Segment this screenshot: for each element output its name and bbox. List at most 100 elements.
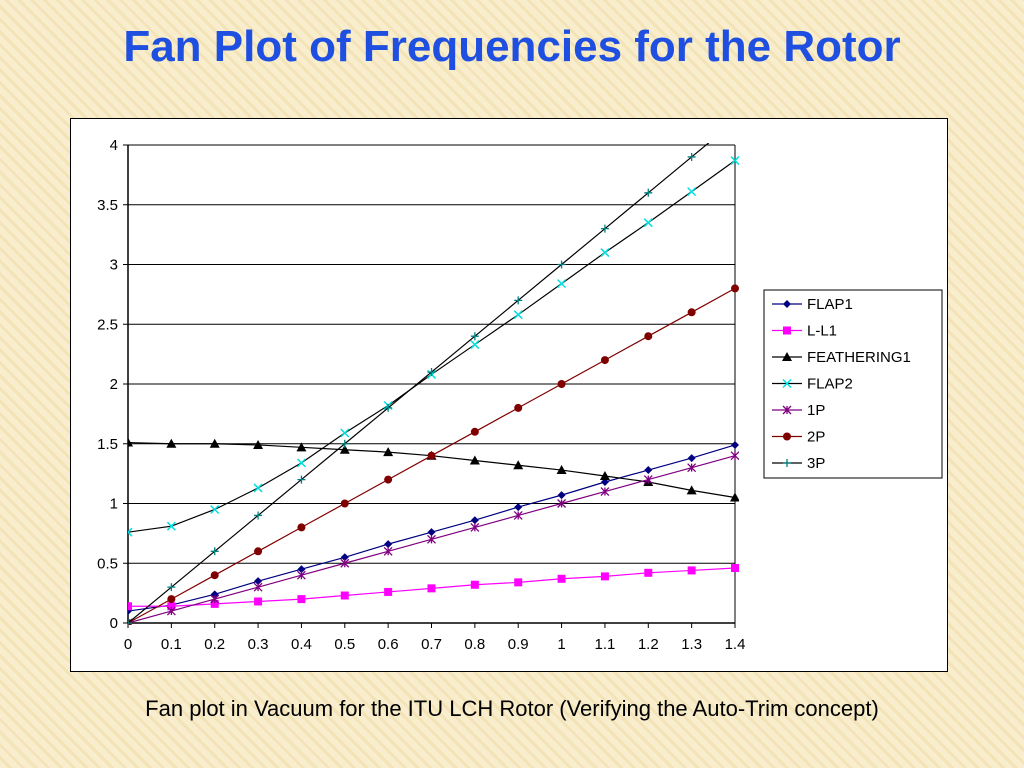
data-point xyxy=(384,587,393,596)
data-point xyxy=(209,438,220,448)
data-point xyxy=(296,442,307,452)
data-point xyxy=(557,380,566,388)
legend-marker xyxy=(783,459,791,467)
data-point xyxy=(730,451,739,461)
data-point xyxy=(730,156,739,166)
data-point xyxy=(687,308,696,317)
y-tick-label: 2.5 xyxy=(97,316,118,333)
data-point xyxy=(600,356,609,365)
x-tick-label: 1.3 xyxy=(681,636,702,653)
data-point xyxy=(166,521,176,531)
data-point xyxy=(253,483,263,493)
legend-item: FLAP1 xyxy=(772,296,853,313)
x-tick-label: 0.6 xyxy=(378,636,399,653)
data-point xyxy=(128,527,133,537)
data-point xyxy=(253,439,264,449)
x-tick-label: 1.4 xyxy=(725,636,746,653)
legend-label: L-L1 xyxy=(807,323,837,340)
legend-marker xyxy=(783,432,791,441)
data-point xyxy=(167,595,176,604)
legend-label: 2P xyxy=(807,429,825,446)
data-point xyxy=(514,403,523,412)
data-point xyxy=(469,455,480,465)
x-tick-label: 0.1 xyxy=(161,636,182,653)
data-point xyxy=(687,566,696,575)
data-point xyxy=(687,454,696,463)
y-tick-label: 1 xyxy=(110,496,118,513)
data-point xyxy=(166,438,177,448)
data-point xyxy=(687,463,697,473)
legend-label: FEATHERING1 xyxy=(807,349,911,366)
legend-marker xyxy=(783,326,791,335)
data-point xyxy=(340,553,349,562)
data-point xyxy=(210,594,220,604)
data-point xyxy=(600,572,609,581)
legend-marker xyxy=(783,300,791,308)
legend-item: FLAP2 xyxy=(772,376,853,393)
y-tick-label: 0.5 xyxy=(97,555,118,572)
data-point xyxy=(297,565,306,574)
data-point xyxy=(513,310,523,320)
data-point xyxy=(210,599,219,608)
y-tick-label: 4 xyxy=(110,137,118,154)
data-point xyxy=(128,602,132,611)
data-point xyxy=(340,558,350,568)
data-point xyxy=(470,427,479,436)
data-point xyxy=(254,597,263,606)
data-point xyxy=(687,152,696,161)
data-point xyxy=(731,564,739,573)
data-point xyxy=(513,510,523,520)
data-point xyxy=(514,296,523,305)
data-point xyxy=(210,571,219,580)
y-tick-label: 3 xyxy=(110,257,118,274)
data-point xyxy=(470,516,479,525)
data-point xyxy=(644,568,653,577)
data-point xyxy=(470,580,479,589)
data-point xyxy=(254,511,263,520)
slide-title: Fan Plot of Frequencies for the Rotor xyxy=(123,22,901,71)
data-point xyxy=(731,440,739,449)
data-point xyxy=(730,492,739,502)
data-point xyxy=(384,475,393,484)
series-3p xyxy=(128,143,710,625)
data-point xyxy=(427,584,436,593)
data-point xyxy=(167,583,176,592)
data-point xyxy=(296,458,306,468)
legend-label: 1P xyxy=(807,402,825,419)
legend-item: 3P xyxy=(772,455,825,472)
data-point xyxy=(599,471,610,481)
data-point xyxy=(470,332,479,341)
x-tick-label: 0.7 xyxy=(421,636,442,653)
data-point xyxy=(644,332,653,341)
legend-item: 2P xyxy=(772,429,825,446)
legend-label: FLAP1 xyxy=(807,296,853,313)
x-tick-label: 0.3 xyxy=(248,636,269,653)
x-tick-label: 1 xyxy=(557,636,565,653)
fan-plot-chart: 0 0.5 1 1.5 2 2.5 3 3.5 4 0 0.1 0.2 0.3 0.4 0.5 0.6 0.7 0… xyxy=(97,137,943,653)
legend: FLAP1 L-L1 FEATHERING1 FLAP2 1P 2P 3P xyxy=(763,289,943,479)
data-point xyxy=(254,547,263,556)
data-point xyxy=(557,279,567,289)
data-point xyxy=(644,188,653,197)
plot-area xyxy=(128,143,739,625)
legend-marker xyxy=(782,352,792,361)
legend-label: FLAP2 xyxy=(807,376,853,393)
series-1p xyxy=(128,451,739,625)
data-point xyxy=(427,528,436,537)
data-point xyxy=(557,574,566,583)
legend-item: L-L1 xyxy=(772,323,837,340)
legend-marker xyxy=(782,378,792,389)
data-point xyxy=(600,487,610,497)
data-point xyxy=(643,218,653,228)
legend-item: FEATHERING1 xyxy=(772,349,911,366)
series-l-l1 xyxy=(128,564,739,611)
legend-item: 1P xyxy=(772,402,825,419)
x-tick-label: 0.4 xyxy=(291,636,312,653)
data-point xyxy=(384,403,393,412)
y-tick-label: 1.5 xyxy=(97,436,118,453)
data-point xyxy=(556,465,567,475)
slide-caption: Fan plot in Vacuum for the ITU LCH Rotor… xyxy=(145,696,879,721)
data-point xyxy=(643,475,653,485)
x-tick-label: 0.2 xyxy=(204,636,225,653)
data-point xyxy=(513,460,524,470)
